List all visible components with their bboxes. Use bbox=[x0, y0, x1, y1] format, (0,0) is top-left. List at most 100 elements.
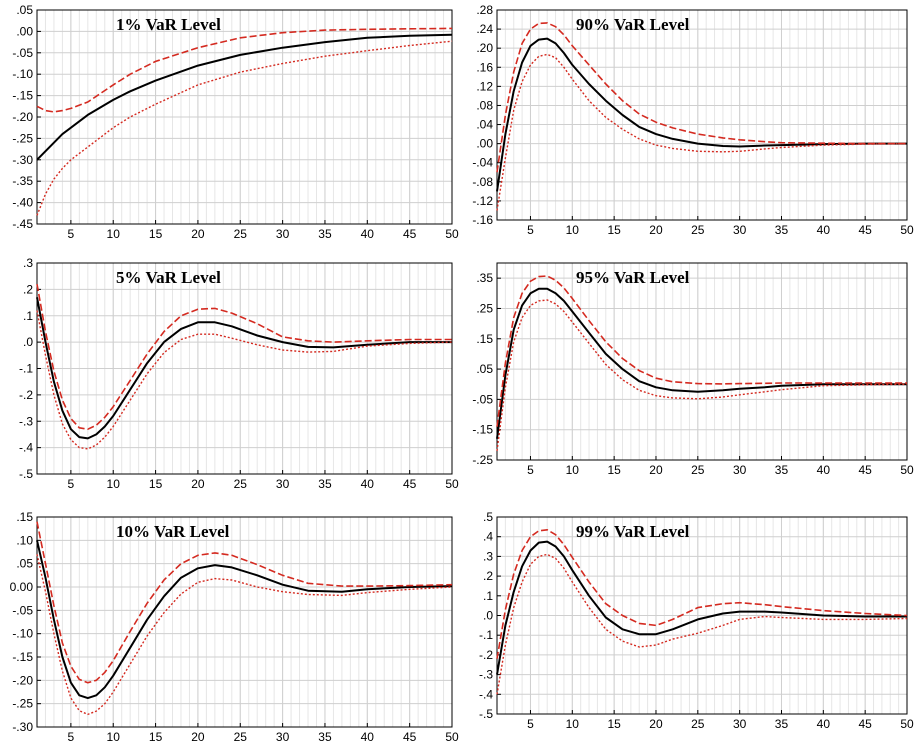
x-tick-label: 45 bbox=[858, 463, 872, 477]
x-tick-label: 50 bbox=[900, 223, 914, 237]
y-tick-label: -.04 bbox=[472, 156, 493, 170]
y-tick-label: -.05 bbox=[12, 46, 33, 60]
series-line-solid bbox=[36, 297, 452, 440]
series-line-solid bbox=[36, 540, 453, 700]
x-tick-label: 35 bbox=[318, 730, 332, 744]
chart-panel-1: .05 .00 -.05 -.10 -.15 -.20 -.25 -.30 -.35 -.40 -.… bbox=[12, 3, 459, 241]
x-tick-label: 5 bbox=[527, 717, 534, 731]
y-tick-label: -.05 bbox=[472, 392, 493, 406]
x-tick-label: 15 bbox=[149, 227, 163, 241]
y-tick-label: .20 bbox=[476, 41, 493, 55]
y-tick-label: -.10 bbox=[12, 627, 33, 641]
y-tick-label: .15 bbox=[16, 510, 33, 524]
plot-frame bbox=[496, 262, 908, 461]
y-tick-label: -.1 bbox=[19, 362, 33, 376]
x-tick-label: 20 bbox=[191, 477, 205, 491]
chart-panel-6: .5 .4 .3 .2 .1 .0 -.1 -.2 -.3 -.4 -.5 5 10 15 20 25 30 35… bbox=[479, 510, 914, 731]
series-line-dotted bbox=[496, 299, 908, 451]
x-tick-label: 50 bbox=[900, 717, 914, 731]
y-tick-label: -.25 bbox=[472, 453, 493, 467]
y-tick-label: .15 bbox=[476, 332, 493, 346]
x-tick-label: 25 bbox=[234, 477, 248, 491]
y-tick-label: 0.00 bbox=[10, 580, 34, 594]
x-tick-label: 45 bbox=[403, 477, 417, 491]
series-line-solid bbox=[496, 540, 907, 675]
series-line-dashed bbox=[496, 22, 907, 173]
series-line-dotted bbox=[496, 53, 908, 211]
x-tick-label: 40 bbox=[361, 227, 375, 241]
y-tick-label: -.20 bbox=[12, 110, 33, 124]
y-tick-label: .2 bbox=[23, 282, 33, 296]
y-tick-label: -.12 bbox=[472, 194, 493, 208]
x-tick-label: 10 bbox=[107, 227, 121, 241]
x-tick-label: 25 bbox=[691, 717, 705, 731]
series-line-dotted bbox=[496, 553, 908, 695]
x-tick-label: 50 bbox=[445, 227, 459, 241]
y-tick-label: -.15 bbox=[12, 89, 33, 103]
x-tick-label: 5 bbox=[68, 730, 75, 744]
y-tick-label: .1 bbox=[23, 309, 33, 323]
series-line-solid bbox=[496, 287, 907, 439]
panel-title: 90% VaR Level bbox=[576, 15, 690, 34]
x-tick-label: 50 bbox=[900, 463, 914, 477]
x-tick-label: 45 bbox=[403, 730, 417, 744]
series-line-solid bbox=[36, 33, 453, 161]
plot-frame bbox=[36, 516, 453, 728]
panel-title: 99% VaR Level bbox=[576, 522, 690, 541]
y-tick-label: .35 bbox=[476, 271, 493, 285]
x-tick-label: 25 bbox=[691, 463, 705, 477]
y-tick-label: -.05 bbox=[12, 603, 33, 617]
x-tick-label: 30 bbox=[276, 477, 290, 491]
x-tick-label: 50 bbox=[445, 730, 459, 744]
y-tick-label: -.16 bbox=[472, 213, 493, 227]
y-tick-label: .00 bbox=[476, 137, 493, 151]
x-tick-label: 20 bbox=[191, 227, 205, 241]
y-tick-label: -.15 bbox=[12, 650, 33, 664]
x-tick-label: 15 bbox=[149, 730, 163, 744]
x-tick-label: 25 bbox=[234, 730, 248, 744]
y-tick-label: .05 bbox=[476, 362, 493, 376]
x-tick-label: 5 bbox=[527, 463, 534, 477]
series-line-dashed bbox=[496, 529, 908, 659]
x-tick-label: 20 bbox=[649, 223, 663, 237]
panel-title: 95% VaR Level bbox=[576, 268, 690, 287]
x-tick-label: 20 bbox=[649, 463, 663, 477]
y-tick-label: .10 bbox=[16, 533, 33, 547]
y-tick-label: -.1 bbox=[479, 628, 493, 642]
y-tick-label: -.5 bbox=[479, 707, 493, 721]
y-tick-label: -.15 bbox=[472, 423, 493, 437]
x-tick-label: 40 bbox=[817, 717, 831, 731]
x-tick-label: 25 bbox=[234, 227, 248, 241]
x-tick-label: 35 bbox=[775, 223, 789, 237]
y-tick-label: .0 bbox=[483, 609, 493, 623]
y-tick-label: -.30 bbox=[12, 720, 33, 734]
x-tick-label: 5 bbox=[68, 477, 75, 491]
y-tick-label: .08 bbox=[476, 98, 493, 112]
y-tick-label: .3 bbox=[23, 256, 33, 270]
x-tick-label: 50 bbox=[445, 477, 459, 491]
y-tick-label: -.25 bbox=[12, 697, 33, 711]
x-tick-label: 40 bbox=[361, 730, 375, 744]
x-tick-label: 10 bbox=[566, 223, 580, 237]
series-line-dashed bbox=[36, 521, 453, 684]
x-tick-label: 20 bbox=[649, 717, 663, 731]
x-tick-label: 35 bbox=[775, 717, 789, 731]
y-tick-label: .5 bbox=[483, 510, 493, 524]
series-line-dashed bbox=[496, 275, 907, 427]
chart-panel-5: .15 .10 .05 0.00 -.05 -.10 -.15 -.20 -.25 -.30 5 10… bbox=[10, 510, 459, 744]
y-tick-label: .4 bbox=[483, 530, 493, 544]
x-tick-label: 15 bbox=[607, 463, 621, 477]
y-tick-label: -.2 bbox=[19, 388, 33, 402]
y-tick-label: -.40 bbox=[12, 196, 33, 210]
x-tick-label: 5 bbox=[527, 223, 534, 237]
x-tick-label: 15 bbox=[149, 477, 163, 491]
y-tick-label: -.4 bbox=[19, 441, 33, 455]
x-tick-label: 10 bbox=[566, 717, 580, 731]
y-tick-label: .05 bbox=[16, 557, 33, 571]
y-tick-label: .3 bbox=[483, 549, 493, 563]
panel-title: 1% VaR Level bbox=[116, 15, 221, 34]
series-line-dashed bbox=[36, 27, 453, 113]
x-tick-label: 40 bbox=[817, 223, 831, 237]
x-tick-label: 15 bbox=[607, 223, 621, 237]
